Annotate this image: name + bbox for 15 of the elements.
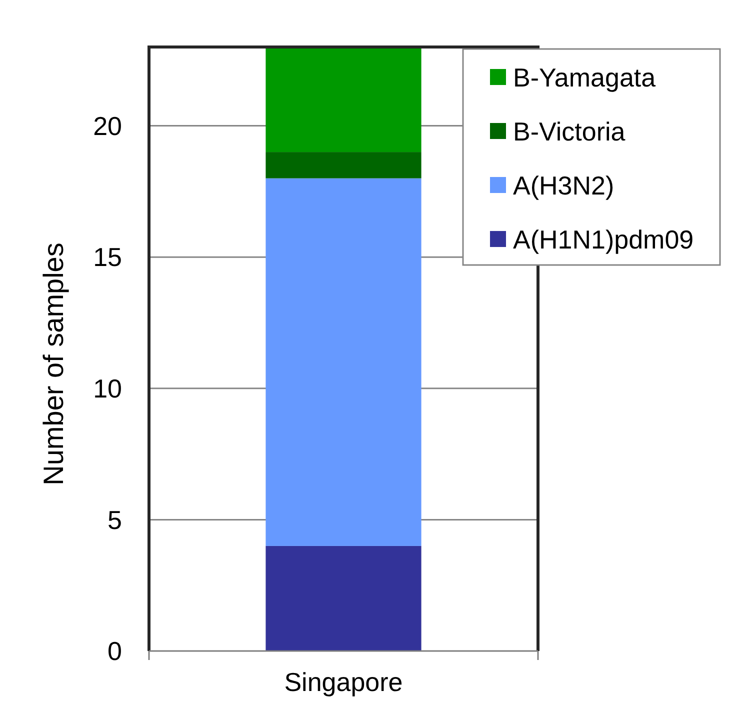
bar xyxy=(266,178,422,546)
y-tick-label: 15 xyxy=(93,242,122,272)
y-tick-label: 20 xyxy=(93,110,122,141)
y-tick-label: 0 xyxy=(108,636,122,666)
y-tick-label: 10 xyxy=(93,373,122,404)
bar xyxy=(266,546,422,651)
legend-label: B-Yamagata xyxy=(513,62,656,92)
legend-label: B-Victoria xyxy=(513,116,626,146)
x-tick-label: Singapore xyxy=(284,667,403,697)
y-axis-title: Number of samples xyxy=(38,242,69,486)
legend-label: A(H3N2) xyxy=(513,170,614,200)
y-tick-label: 5 xyxy=(108,504,122,535)
legend-label: A(H1N1)pdm09 xyxy=(513,224,694,254)
bar xyxy=(266,47,422,152)
bar xyxy=(266,152,422,178)
